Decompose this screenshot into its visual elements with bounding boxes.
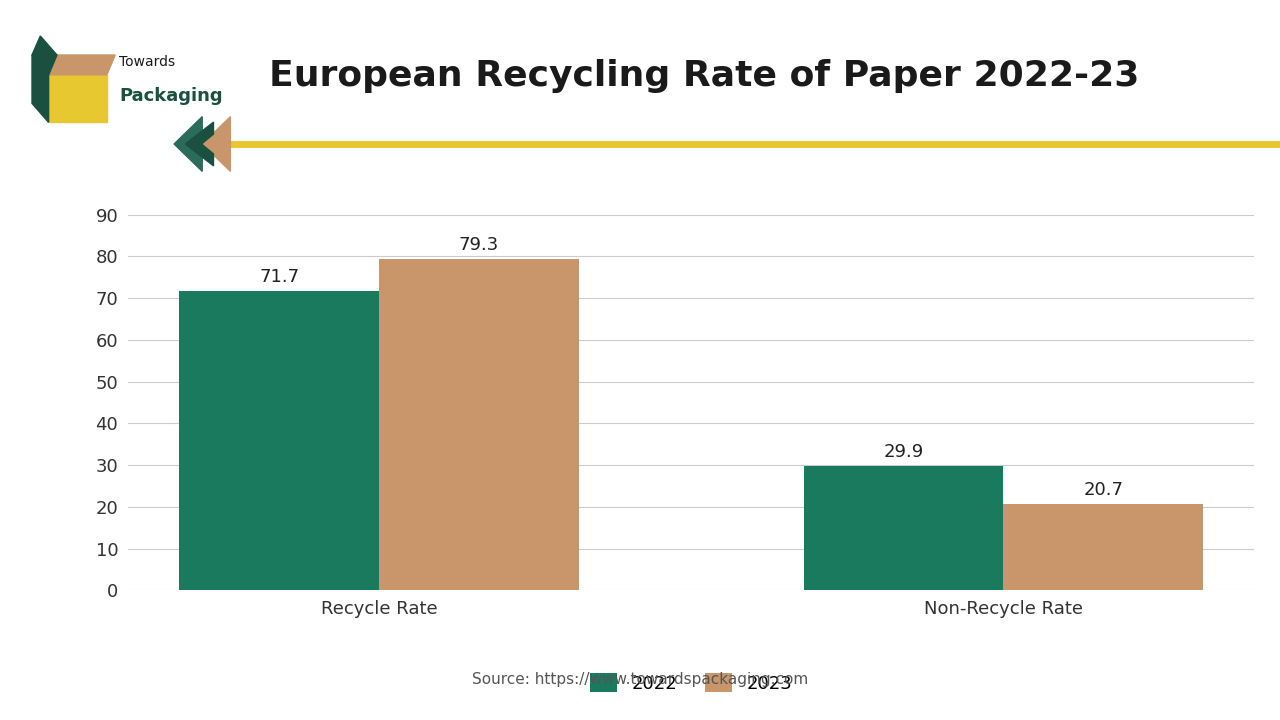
Text: Towards: Towards bbox=[119, 55, 175, 69]
Bar bbox=[1004, 504, 1203, 590]
Text: 79.3: 79.3 bbox=[458, 236, 499, 254]
Text: 20.7: 20.7 bbox=[1083, 481, 1124, 499]
Text: Source: https://www.towardspackaging.com: Source: https://www.towardspackaging.com bbox=[472, 672, 808, 687]
Bar bbox=[179, 291, 379, 590]
Text: 29.9: 29.9 bbox=[883, 443, 924, 461]
Bar bbox=[804, 466, 1004, 590]
Text: Packaging: Packaging bbox=[119, 87, 223, 105]
Text: European Recycling Rate of Paper 2022-23: European Recycling Rate of Paper 2022-23 bbox=[269, 58, 1139, 93]
Legend: 2022, 2023: 2022, 2023 bbox=[584, 666, 799, 700]
Text: 71.7: 71.7 bbox=[259, 268, 300, 286]
Bar bbox=[379, 259, 579, 590]
